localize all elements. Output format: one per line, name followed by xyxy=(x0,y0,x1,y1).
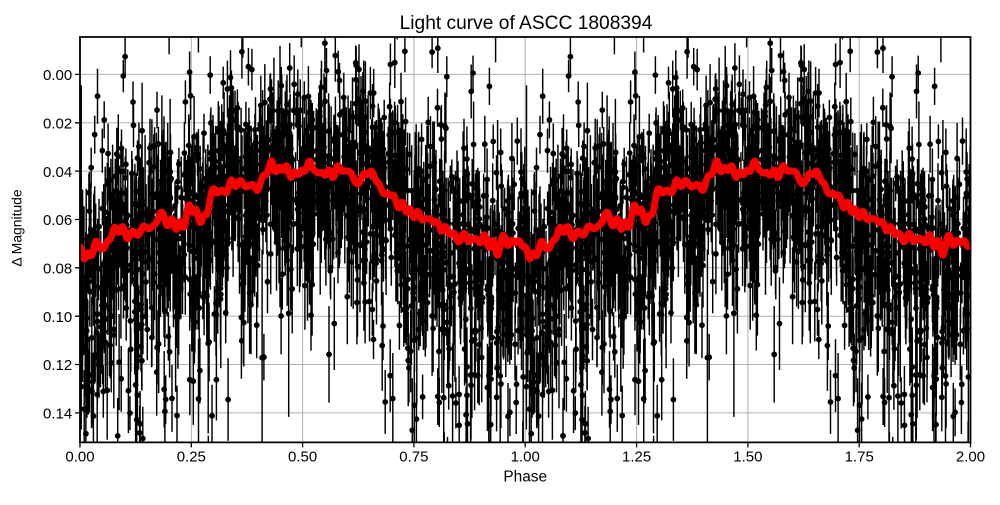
svg-text:Phase: Phase xyxy=(503,469,547,486)
svg-text:0.12: 0.12 xyxy=(43,357,72,374)
svg-text:0.50: 0.50 xyxy=(288,449,317,466)
svg-text:0.08: 0.08 xyxy=(43,261,72,278)
svg-text:0.10: 0.10 xyxy=(43,309,72,326)
svg-text:0.14: 0.14 xyxy=(43,406,72,423)
svg-text:0.06: 0.06 xyxy=(43,212,72,229)
svg-text:1.25: 1.25 xyxy=(622,449,651,466)
svg-text:0.25: 0.25 xyxy=(177,449,206,466)
svg-text:0.00: 0.00 xyxy=(43,67,72,84)
svg-text:Δ Magnitude: Δ Magnitude xyxy=(8,189,24,267)
svg-text:1.50: 1.50 xyxy=(733,449,762,466)
svg-text:0.04: 0.04 xyxy=(43,164,72,181)
svg-text:1.00: 1.00 xyxy=(511,449,540,466)
svg-text:Light curve of ASCC 1808394: Light curve of ASCC 1808394 xyxy=(400,13,653,34)
svg-text:2.00: 2.00 xyxy=(956,449,985,466)
svg-text:1.75: 1.75 xyxy=(845,449,874,466)
svg-text:0.00: 0.00 xyxy=(65,449,94,466)
svg-text:0.75: 0.75 xyxy=(399,449,428,466)
svg-text:0.02: 0.02 xyxy=(43,116,72,133)
